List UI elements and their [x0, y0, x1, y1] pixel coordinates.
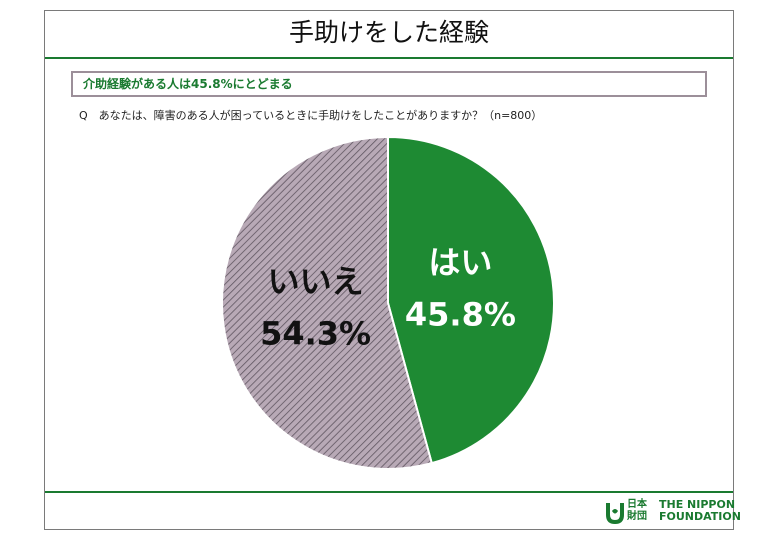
- slide: 手助けをした経験 介助経験がある人は45.8%にとどまる Q あなたは、障害のあ…: [44, 10, 741, 530]
- survey-question: Q あなたは、障害のある人が困っているときに手助けをしたことがありますか？（n=…: [79, 109, 543, 122]
- bottom-divider: [45, 491, 733, 493]
- nippon-foundation-logo: 日本 財団 THE NIPPON FOUNDATION: [605, 499, 741, 525]
- slice-value-yes: 45.8%: [405, 295, 516, 333]
- foundation-emblem-icon: [606, 503, 624, 525]
- logo-english: THE NIPPON FOUNDATION: [659, 498, 741, 523]
- slice-value-no: 54.3%: [260, 315, 371, 353]
- slice-label-no: いいえ: [268, 263, 364, 301]
- pie-chart: はい 45.8% いいえ 54.3%: [221, 135, 555, 470]
- subtitle-text: 介助経験がある人は45.8%にとどまる: [83, 77, 293, 91]
- logo-japanese: 日本 財団: [627, 499, 647, 522]
- pie-slice-yes: [387, 135, 555, 465]
- page-title: 手助けをした経験: [288, 18, 489, 47]
- pie-slice-no: [221, 135, 433, 470]
- slice-label-yes: はい: [428, 243, 492, 281]
- top-divider: [45, 57, 733, 59]
- subtitle-box: 介助経験がある人は45.8%にとどまる: [71, 71, 707, 97]
